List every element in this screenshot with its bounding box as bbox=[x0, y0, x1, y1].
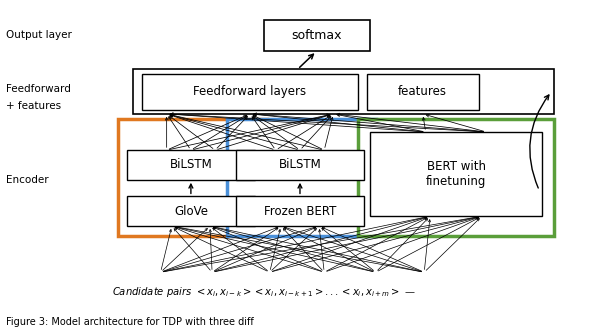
FancyBboxPatch shape bbox=[227, 119, 376, 236]
FancyBboxPatch shape bbox=[127, 196, 255, 226]
Text: softmax: softmax bbox=[291, 29, 342, 42]
FancyBboxPatch shape bbox=[142, 74, 358, 110]
FancyBboxPatch shape bbox=[264, 20, 370, 51]
Text: Candidate pairs $< x_i, x_{i-k} >< x_i, x_{i-k+1} >...< x_i, x_{i+m} >$ —: Candidate pairs $< x_i, x_{i-k} >< x_i, … bbox=[112, 285, 416, 299]
Text: features: features bbox=[398, 85, 447, 98]
FancyBboxPatch shape bbox=[118, 119, 267, 236]
Text: Frozen BERT: Frozen BERT bbox=[264, 205, 336, 218]
Text: + features: + features bbox=[6, 101, 61, 111]
Text: Figure 3: Model architecture for TDP with three diff: Figure 3: Model architecture for TDP wit… bbox=[6, 317, 254, 327]
FancyBboxPatch shape bbox=[370, 132, 542, 216]
Text: BERT with
finetuning: BERT with finetuning bbox=[426, 160, 486, 188]
FancyBboxPatch shape bbox=[236, 196, 364, 226]
Text: GloVe: GloVe bbox=[174, 205, 208, 218]
FancyBboxPatch shape bbox=[133, 69, 554, 114]
FancyBboxPatch shape bbox=[127, 150, 255, 180]
Text: Feedforward layers: Feedforward layers bbox=[193, 85, 307, 98]
FancyBboxPatch shape bbox=[358, 119, 554, 236]
Text: BiLSTM: BiLSTM bbox=[170, 158, 212, 172]
FancyBboxPatch shape bbox=[367, 74, 479, 110]
Text: Output layer: Output layer bbox=[6, 30, 72, 40]
Text: BiLSTM: BiLSTM bbox=[279, 158, 321, 172]
FancyBboxPatch shape bbox=[236, 150, 364, 180]
Text: Encoder: Encoder bbox=[6, 175, 48, 185]
Text: Feedforward: Feedforward bbox=[6, 84, 71, 94]
